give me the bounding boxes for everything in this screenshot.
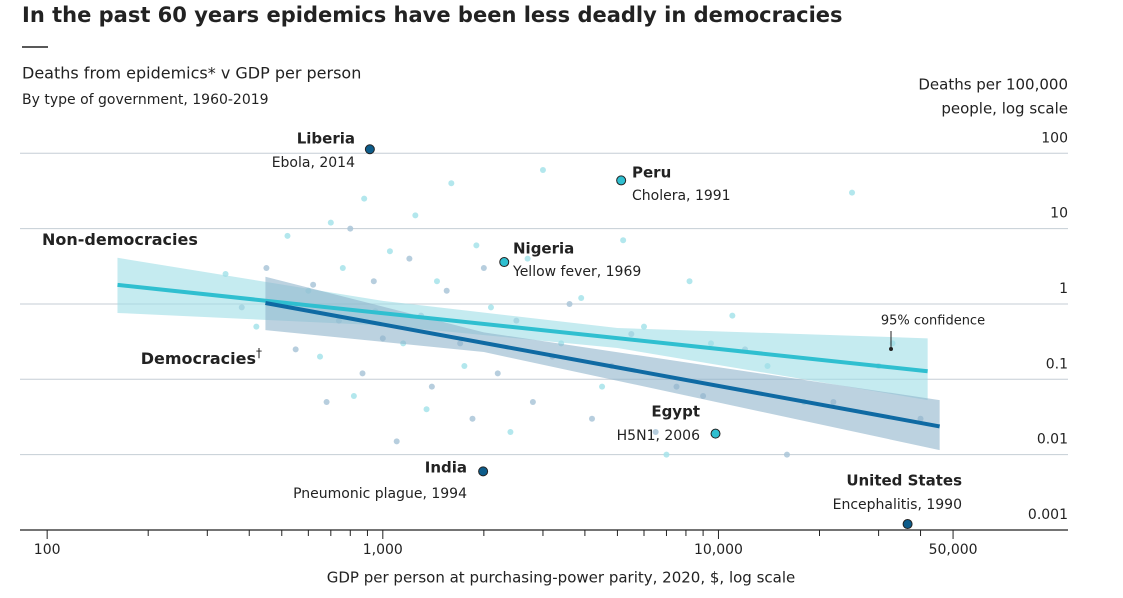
x-tick-label: 100 [34, 542, 61, 558]
point [393, 438, 400, 445]
point [292, 346, 299, 353]
x-axis-label: GDP per person at purchasing-power parit… [327, 569, 795, 587]
point [443, 287, 450, 294]
highlight-point [616, 175, 627, 186]
series-label-name: Non-democracies [42, 230, 198, 249]
point [729, 312, 736, 319]
point [686, 278, 693, 285]
point [849, 189, 856, 196]
highlight-point [710, 428, 721, 439]
point [323, 398, 330, 405]
y-tick-label: 1 [1059, 281, 1068, 297]
series-label: Democracies† [141, 346, 262, 368]
highlight-name: Nigeria [513, 240, 574, 258]
point [412, 212, 419, 219]
y-tick-label: 0.01 [1037, 432, 1068, 448]
point [473, 242, 480, 249]
point [406, 255, 413, 262]
y-tick-label: 0.1 [1046, 356, 1068, 372]
highlight-name: Peru [632, 164, 671, 182]
y-axis-label: Deaths per 100,000 [918, 76, 1068, 94]
point [507, 428, 514, 435]
x-tick-label: 50,000 [929, 542, 978, 558]
y-axis-label: people, log scale [941, 100, 1068, 118]
point [359, 370, 366, 377]
point [284, 232, 291, 239]
point [480, 265, 487, 272]
series-label-name: Democracies [141, 349, 256, 368]
highlight-point [364, 144, 375, 155]
point [566, 300, 573, 307]
point [620, 237, 627, 244]
point [529, 398, 536, 405]
highlight-name: Liberia [297, 130, 355, 148]
point [317, 353, 324, 360]
x-tick-label: 1,000 [363, 542, 403, 558]
point [350, 393, 357, 400]
annotation: 95% confidence [881, 314, 985, 329]
highlight-point [902, 519, 913, 530]
point [589, 415, 596, 422]
highlight-point [478, 466, 489, 477]
point [428, 383, 435, 390]
point [433, 278, 440, 285]
trend-line [265, 301, 940, 429]
point [469, 415, 476, 422]
x-tick-label: 10,000 [694, 542, 743, 558]
highlight-note: Pneumonic plague, 1994 [293, 486, 467, 502]
annotation-dot [889, 347, 893, 351]
point [539, 166, 546, 173]
highlight-name: Egypt [651, 403, 700, 421]
point [487, 304, 494, 311]
chart-title: In the past 60 years epidemics have been… [22, 3, 843, 27]
point [494, 370, 501, 377]
chart-subsubtitle: By type of government, 1960-2019 [22, 92, 269, 108]
point [663, 451, 670, 458]
point [423, 406, 430, 413]
point [599, 383, 606, 390]
y-tick-label: 100 [1041, 130, 1068, 146]
point [386, 248, 393, 255]
footnote-mark: † [256, 346, 262, 360]
y-tick-label: 0.001 [1028, 507, 1068, 523]
highlight-note: Yellow fever, 1969 [512, 264, 641, 280]
point [652, 428, 659, 435]
highlight-name: India [425, 459, 467, 477]
point [370, 278, 377, 285]
y-tick-label: 10 [1050, 206, 1068, 222]
series-label: Non-democracies [42, 230, 198, 249]
highlight-note: Encephalitis, 1990 [833, 497, 962, 513]
point [327, 219, 334, 226]
point [347, 225, 354, 232]
point [448, 180, 455, 187]
point [640, 323, 647, 330]
highlight-name: United States [846, 472, 962, 490]
highlight-note: Cholera, 1991 [632, 188, 731, 204]
point [310, 281, 317, 288]
point [783, 451, 790, 458]
point [578, 294, 585, 301]
trend-line [117, 282, 928, 374]
point [524, 255, 531, 262]
chart-subtitle: Deaths from epidemics* v GDP per person [22, 64, 361, 83]
point [253, 323, 260, 330]
point [361, 195, 368, 202]
point [461, 363, 468, 370]
highlight-point [499, 257, 510, 268]
point [339, 265, 346, 272]
highlight-note: Ebola, 2014 [272, 155, 355, 171]
highlight-note: H5N1, 2006 [617, 428, 700, 444]
point [263, 265, 270, 272]
